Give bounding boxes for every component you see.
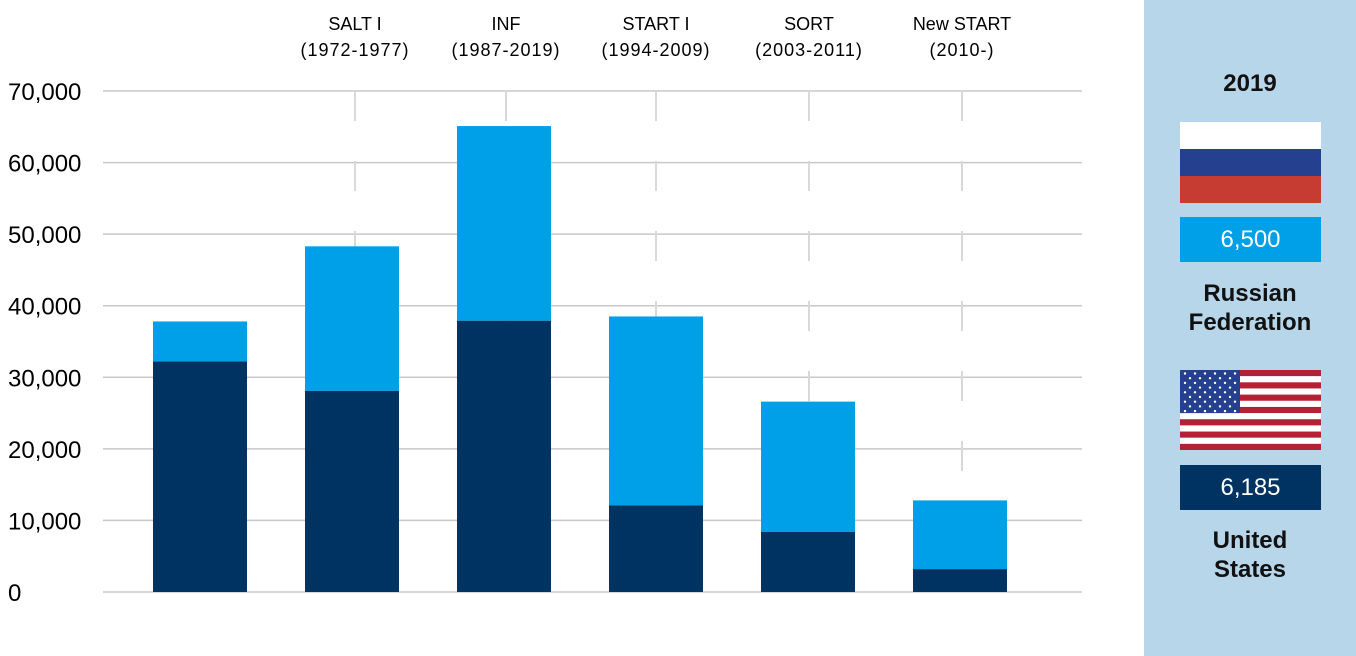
treaty-name-label: SALT I (328, 14, 381, 34)
treaty-name-label: INF (492, 14, 521, 34)
treaty-years-label: (1972-1977) (300, 40, 409, 60)
y-tick-label: 10,000 (8, 508, 81, 535)
russia-value-box: 6,500 (1180, 217, 1321, 262)
treaty-years-label: (1994-2009) (601, 40, 710, 60)
russia-label: Russian Federation (1144, 279, 1356, 337)
chart-svg: 0 10,000 20,000 30,000 40,000 50,000 60,000 70,… (8, 14, 1082, 607)
bar-usa (913, 569, 1007, 592)
y-tick-label: 30,000 (8, 365, 81, 392)
y-tick-label: 60,000 (8, 151, 81, 178)
treaty-years-label: (1987-2019) (451, 40, 560, 60)
flag-stripe-white (1180, 122, 1321, 149)
treaty-name-label: New START (913, 14, 1011, 34)
us-flag-icon (1180, 370, 1321, 450)
usa-value-box: 6,185 (1180, 465, 1321, 510)
russia-label-line1: Russian (1203, 280, 1297, 307)
bar-usa (305, 390, 399, 592)
usa-label-line1: United (1212, 527, 1288, 554)
flag-stripe-blue (1180, 149, 1321, 176)
stacked-bar-chart: 0 10,000 20,000 30,000 40,000 50,000 60,000 70,… (8, 14, 1082, 607)
bar-usa (153, 361, 247, 592)
treaty-name-label: START I (622, 14, 689, 34)
flag-stripe-red (1180, 176, 1321, 203)
side-panel-2019: 2019 6,500 Russian Federation 6,185 Unit… (1144, 0, 1356, 656)
usa-label: United States (1144, 526, 1356, 584)
bar-russia (913, 500, 1007, 570)
bar-russia (305, 246, 399, 391)
bar-russia (153, 321, 247, 362)
bar-usa (609, 505, 703, 592)
treaty-years-label: (2003-2011) (755, 40, 863, 60)
bar-russia (609, 316, 703, 506)
usa-label-line2: States (1213, 556, 1287, 583)
y-tick-label: 20,000 (8, 437, 81, 464)
treaty-years-label: (2010-) (929, 40, 994, 60)
panel-year: 2019 (1223, 70, 1277, 97)
bar-russia (457, 126, 551, 321)
russian-flag-icon (1180, 122, 1321, 203)
y-tick-label: 70,000 (8, 79, 81, 106)
y-tick-label: 0 (8, 580, 21, 607)
bar-usa (457, 320, 551, 592)
russia-label-line2: Federation (1188, 309, 1312, 336)
bar-usa (761, 531, 855, 592)
treaty-name-label: SORT (784, 14, 834, 34)
bar-russia (761, 401, 855, 532)
y-tick-label: 40,000 (8, 294, 81, 321)
y-tick-label: 50,000 (8, 222, 81, 249)
